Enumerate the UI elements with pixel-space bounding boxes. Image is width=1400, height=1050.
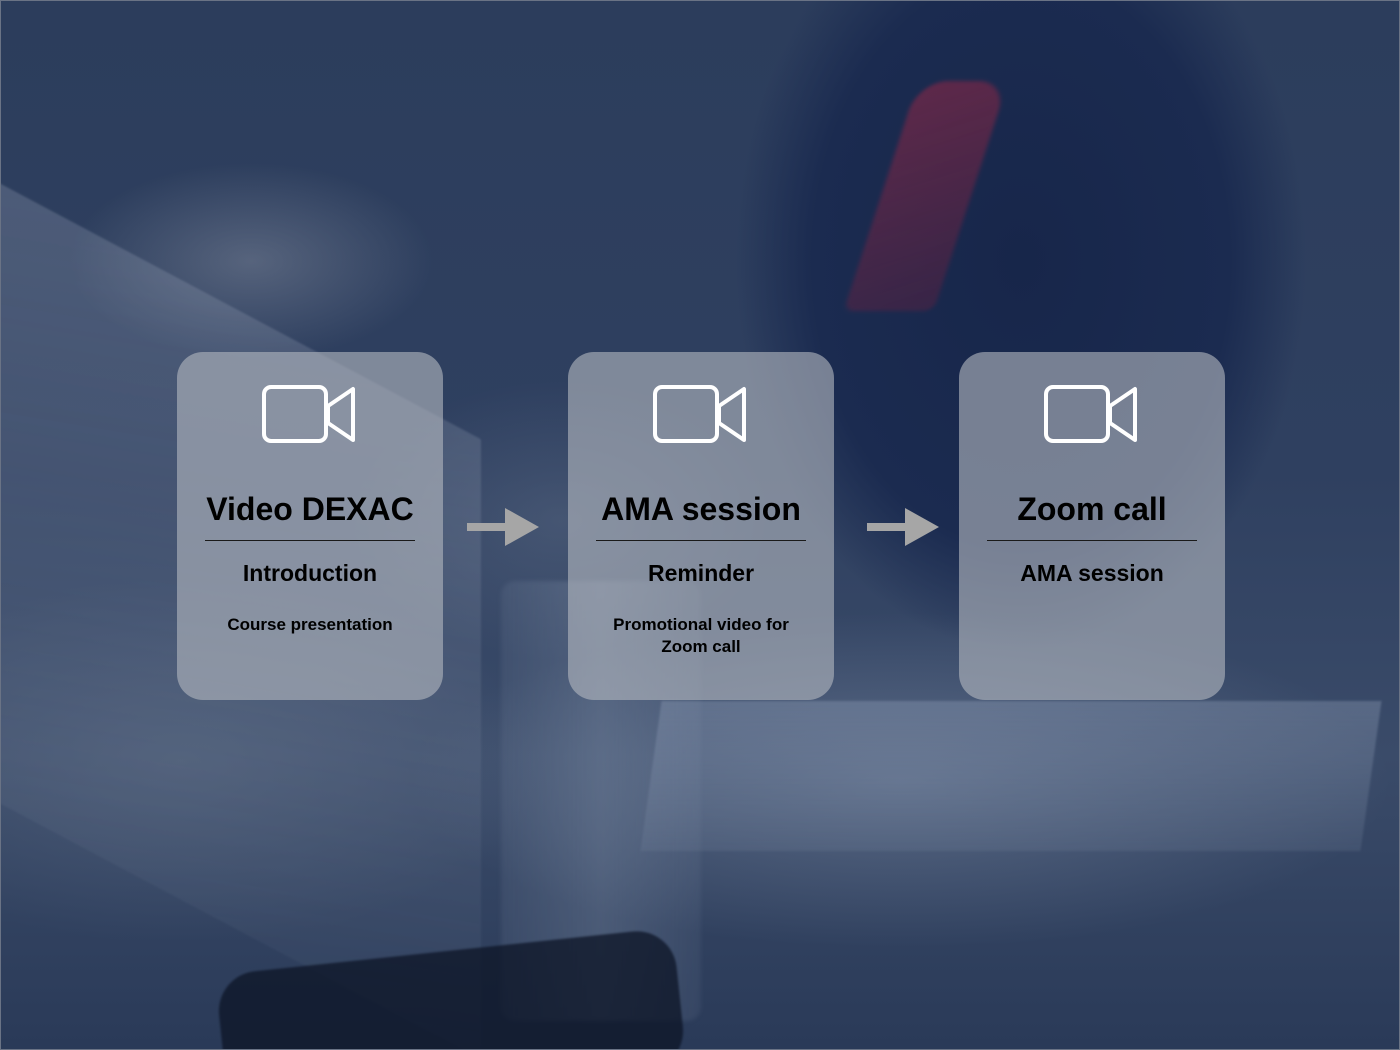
step-card-zoom-call: Zoom call AMA session	[959, 352, 1225, 700]
arrow-right-icon	[867, 508, 939, 546]
step-card-ama-session: AMA session Reminder Promotional video f…	[568, 352, 834, 700]
step-description: Promotional video for Zoom call	[613, 615, 789, 656]
divider-line	[205, 540, 415, 541]
step-title: Zoom call	[1017, 491, 1167, 527]
step-subtitle: AMA session	[1020, 560, 1164, 586]
step-card-video-dexac: Video DEXAC Introduction Course presenta…	[177, 352, 443, 700]
step-subtitle: Reminder	[647, 560, 755, 586]
step-description: Course presentation	[227, 615, 393, 634]
step-title: AMA session	[601, 491, 801, 527]
divider-line	[987, 540, 1197, 541]
step-title: Video DEXAC	[206, 491, 414, 527]
video-camera-icon	[262, 385, 355, 443]
video-camera-icon	[653, 385, 746, 443]
divider-line	[596, 540, 806, 541]
background-documents	[640, 701, 1382, 851]
step-subtitle: Introduction	[242, 560, 378, 586]
video-camera-icon	[1044, 385, 1137, 443]
arrow-right-icon	[467, 508, 539, 546]
